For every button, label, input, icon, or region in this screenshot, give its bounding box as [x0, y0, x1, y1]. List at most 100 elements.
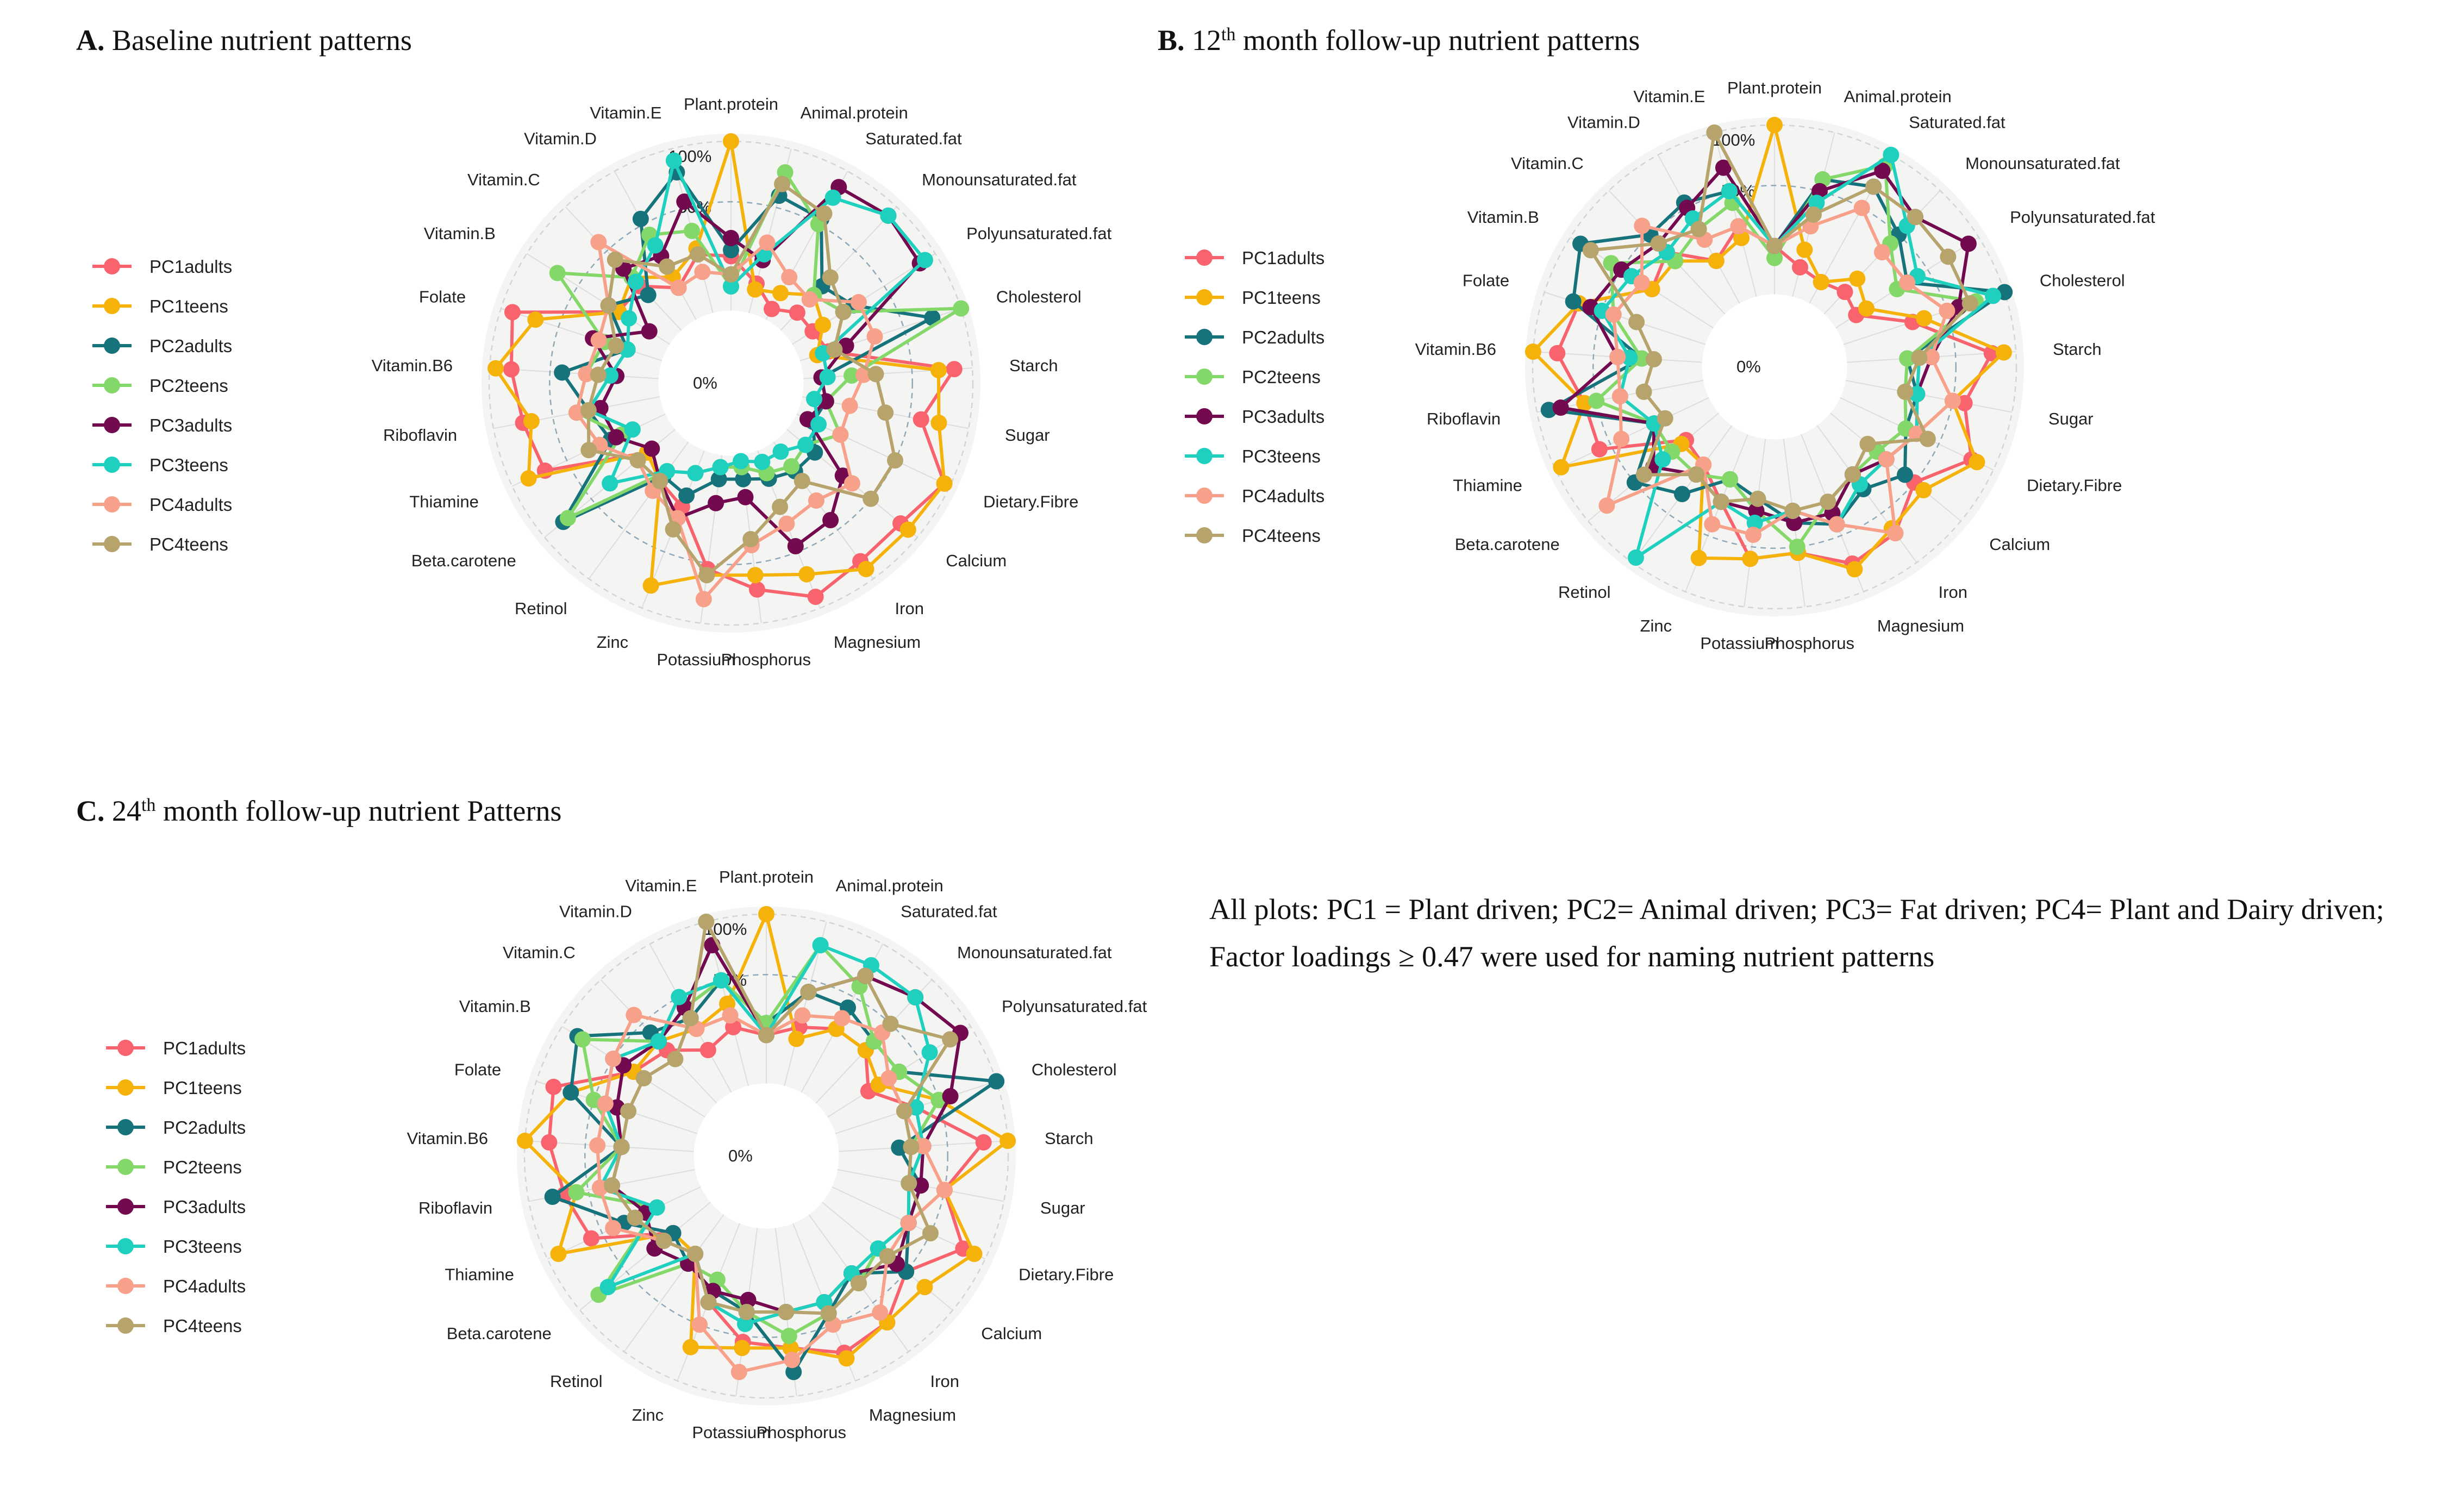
axis-label: Retinol [1558, 583, 1611, 602]
series-point [1730, 218, 1747, 235]
legend-marker [117, 1198, 134, 1215]
series-point [841, 397, 858, 414]
series-point [684, 222, 701, 239]
axis-label: Vitamin.B [424, 224, 496, 243]
series-point [784, 1352, 801, 1369]
series-point [1995, 344, 2012, 361]
series-point [1706, 124, 1723, 141]
legend-marker [1196, 249, 1213, 266]
series-point [857, 967, 874, 984]
panel-title: C. 24th month follow-up nutrient Pattern… [76, 795, 561, 827]
axis-label: Zinc [597, 633, 629, 652]
series-point [1549, 345, 1566, 361]
series-point [891, 1139, 908, 1156]
series-point [1633, 350, 1650, 367]
series-point [1750, 490, 1766, 507]
series-point [1650, 235, 1667, 252]
series-point [735, 471, 752, 488]
series-point [574, 1031, 591, 1048]
series-point [782, 1340, 799, 1357]
series-point [549, 265, 566, 282]
series-point [797, 436, 814, 453]
series-point [589, 1137, 606, 1154]
series-point [647, 237, 664, 254]
radar-panel-1: A. Baseline nutrient patterns100%50%0%Pl… [76, 24, 1112, 669]
series-line [1547, 178, 2007, 526]
axis-label: Folate [454, 1060, 501, 1079]
series-point [930, 361, 947, 378]
legend-label: PC4teens [149, 534, 228, 554]
series-point [541, 1134, 558, 1151]
series-point [764, 301, 780, 317]
series-point [650, 1033, 667, 1050]
series-point [694, 264, 711, 280]
series-point [1588, 392, 1605, 409]
legend-marker [117, 1317, 134, 1334]
series-point [942, 1031, 959, 1048]
series-point [851, 1275, 867, 1292]
series-point [789, 304, 805, 321]
series-point [504, 304, 521, 321]
legend-marker [104, 417, 120, 433]
ring-label-0: 0% [728, 1146, 753, 1165]
axis-label: Calcium [1989, 535, 2050, 554]
axis-label: Vitamin.C [503, 943, 576, 962]
panel-title: A. Baseline nutrient patterns [76, 24, 412, 57]
radar-inner-disk [1702, 294, 1847, 440]
series-point [922, 1225, 939, 1242]
axis-label: Calcium [981, 1324, 1042, 1343]
series-point [886, 452, 903, 469]
series-point [1621, 349, 1638, 366]
panel-title-superscript: th [1221, 24, 1235, 45]
series-point [723, 133, 739, 149]
series-point [1552, 399, 1569, 416]
series-point [700, 1294, 717, 1310]
series-point [867, 366, 884, 383]
legend-marker [117, 1079, 134, 1096]
legend-marker [104, 496, 120, 513]
series-point [816, 205, 833, 222]
axis-label: Vitamin.D [559, 902, 632, 921]
series-point [590, 366, 607, 383]
series-point [1766, 238, 1783, 254]
legend-label: PC3teens [1242, 446, 1321, 466]
series-point [754, 453, 771, 470]
axis-label: Potassium [657, 650, 735, 669]
series-point [915, 1138, 932, 1154]
series-point [772, 498, 789, 515]
axis-label: Riboflavin [418, 1198, 492, 1217]
series-point [844, 475, 860, 492]
series-point [520, 470, 537, 487]
series-point [921, 1044, 938, 1061]
legend-label: PC4adults [1242, 486, 1324, 506]
series-point [801, 291, 818, 308]
axis-label: Monounsaturated.fat [1965, 154, 2120, 173]
series-point [880, 207, 897, 224]
series-point [678, 487, 695, 504]
series-point [665, 521, 682, 538]
series-point [913, 411, 929, 428]
radar-spoke [1845, 380, 2013, 413]
legend-marker [117, 1278, 134, 1294]
series-point [805, 391, 822, 408]
series-point [1673, 486, 1690, 503]
axis-label: Phosphorus [757, 1423, 846, 1442]
axis-label: Zinc [632, 1405, 664, 1424]
legend-label: PC3adults [1242, 407, 1324, 427]
series-point [1565, 293, 1582, 310]
panel-letter: B. [1158, 24, 1192, 57]
series-point [1853, 199, 1870, 216]
series-point [1919, 430, 1936, 447]
series-point [627, 1209, 643, 1226]
radar-spoke [1830, 413, 1961, 522]
panel-letter: C. [76, 795, 112, 827]
axis-label: Polyunsaturated.fat [2010, 208, 2155, 227]
legend: PC1adults PC1teens PC2adults PC2teens PC3adu… [92, 257, 232, 554]
series-point [1609, 348, 1626, 365]
series-point [1611, 388, 1628, 405]
axis-label: Phosphorus [1765, 634, 1854, 653]
axis-label: Vitamin.E [625, 876, 697, 895]
series-point [602, 475, 618, 492]
series-point [1722, 471, 1739, 488]
